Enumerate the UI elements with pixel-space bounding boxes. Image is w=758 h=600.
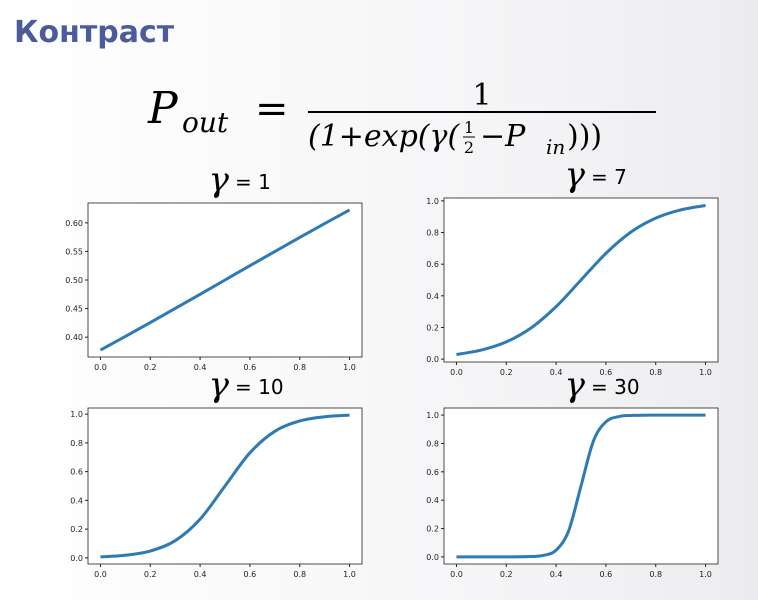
y-tick-label: 0.6 bbox=[426, 468, 439, 477]
x-tick-label: 0.8 bbox=[649, 570, 662, 579]
curve bbox=[456, 413, 706, 559]
x-tick-label: 0.2 bbox=[500, 368, 513, 377]
y-tick-label: 0.6 bbox=[70, 468, 83, 477]
formula-den-start: (1+exp(γ( bbox=[308, 119, 460, 154]
formula-equals: = bbox=[255, 86, 289, 132]
curve bbox=[100, 413, 350, 559]
curve bbox=[99, 208, 351, 352]
x-tick-label: 0.0 bbox=[450, 570, 463, 579]
x-tick-label: 0.8 bbox=[293, 363, 306, 372]
y-tick-label: 0.2 bbox=[426, 323, 439, 332]
x-tick-label: 1.0 bbox=[343, 570, 356, 579]
y-tick-label: 0.4 bbox=[70, 496, 83, 505]
x-tick-label: 0.4 bbox=[194, 570, 207, 579]
formula-lhs-sub: out bbox=[182, 106, 229, 139]
x-tick-label: 0.0 bbox=[94, 363, 107, 372]
x-tick-label: 0.4 bbox=[194, 363, 207, 372]
curve bbox=[456, 204, 706, 356]
x-tick-label: 1.0 bbox=[699, 368, 712, 377]
y-tick-label: 0.4 bbox=[426, 496, 439, 505]
y-tick-label: 0.6 bbox=[426, 260, 439, 269]
chart: γ = 7 0.0 0.2 0.4 0.6 0.8 1.0 0.0 0.2 0.4 0.6 0.8 1.0 bbox=[426, 155, 719, 377]
y-tick-label: 0.0 bbox=[70, 554, 83, 563]
y-tick-label: 0.40 bbox=[65, 333, 83, 342]
x-tick-label: 0.6 bbox=[244, 570, 257, 579]
slide-title: Контраст bbox=[14, 15, 175, 50]
y-tick-label: 0.60 bbox=[65, 219, 83, 228]
y-tick-label: 1.0 bbox=[426, 411, 439, 420]
y-tick-label: 0.8 bbox=[426, 229, 439, 238]
x-tick-label: 0.2 bbox=[500, 570, 513, 579]
x-tick-label: 0.4 bbox=[550, 368, 563, 377]
x-tick-label: 0.2 bbox=[144, 363, 157, 372]
chart-title: = 7 bbox=[591, 165, 627, 189]
formula-den-end: ))) bbox=[567, 119, 602, 154]
chart-title: = 10 bbox=[235, 375, 284, 399]
y-tick-label: 0.45 bbox=[65, 305, 83, 314]
chart-title: = 1 bbox=[235, 170, 271, 194]
y-tick-label: 1.0 bbox=[426, 197, 439, 206]
y-tick-label: 0.55 bbox=[65, 247, 83, 256]
y-tick-label: 1.0 bbox=[70, 410, 83, 419]
y-tick-label: 0.4 bbox=[426, 292, 439, 301]
x-tick-label: 0.2 bbox=[144, 570, 157, 579]
y-tick-label: 0.8 bbox=[70, 439, 83, 448]
chart: γ = 10 0.0 0.2 0.4 0.6 0.8 1.0 0.0 0.2 0.4 0.6 0.8 1.… bbox=[70, 365, 363, 579]
y-tick-label: 0.2 bbox=[426, 525, 439, 534]
x-tick-label: 1.0 bbox=[699, 570, 712, 579]
x-tick-label: 0.8 bbox=[649, 368, 662, 377]
x-tick-label: 0.6 bbox=[244, 363, 257, 372]
formula-half-den: 2 bbox=[464, 138, 474, 157]
chart-title-symbol: γ bbox=[209, 160, 230, 200]
chart: γ = 1 0.0 0.2 0.4 0.6 0.8 1.0 0.40 0.45 0.50 0.55 0.… bbox=[65, 160, 363, 372]
y-tick-label: 0.50 bbox=[65, 276, 83, 285]
x-tick-label: 0.0 bbox=[94, 570, 107, 579]
formula-half-num: 1 bbox=[464, 118, 474, 137]
chart-title: = 30 bbox=[591, 375, 640, 399]
formula: P out = 1 (1+exp(γ( 1 2 −P in ))) bbox=[147, 78, 656, 159]
y-tick-label: 0.8 bbox=[426, 439, 439, 448]
x-tick-label: 0.6 bbox=[600, 570, 613, 579]
chart-title-symbol: γ bbox=[565, 365, 586, 405]
formula-den-minus: −P bbox=[480, 119, 526, 154]
formula-lhs: P bbox=[147, 83, 179, 134]
chart-title-symbol: γ bbox=[209, 365, 230, 405]
formula-den-sub: in bbox=[546, 135, 565, 159]
x-tick-label: 1.0 bbox=[343, 363, 356, 372]
x-tick-label: 0.6 bbox=[600, 368, 613, 377]
x-tick-label: 0.0 bbox=[450, 368, 463, 377]
chart: γ = 30 0.0 0.2 0.4 0.6 0.8 1.0 0.0 0.2 0.4 0.6 0.8 1.… bbox=[426, 365, 719, 579]
y-tick-label: 0.0 bbox=[426, 355, 439, 364]
x-tick-label: 0.4 bbox=[550, 570, 563, 579]
y-tick-label: 0.2 bbox=[70, 525, 83, 534]
formula-numerator: 1 bbox=[472, 78, 491, 113]
y-tick-label: 0.0 bbox=[426, 553, 439, 562]
chart-title-symbol: γ bbox=[565, 155, 586, 195]
x-tick-label: 0.8 bbox=[293, 570, 306, 579]
